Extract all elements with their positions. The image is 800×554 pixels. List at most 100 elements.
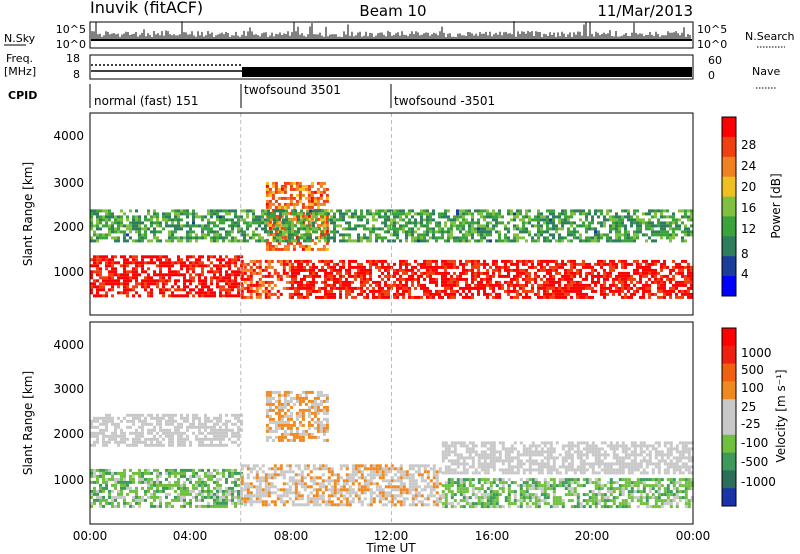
- heatmap-cell: [684, 280, 687, 284]
- heatmap-cell: [654, 224, 657, 228]
- heatmap-cell: [153, 428, 156, 432]
- heatmap-cell: [564, 286, 567, 290]
- heatmap-cell: [378, 215, 381, 219]
- heatmap-cell: [180, 236, 183, 240]
- heatmap-cell: [318, 274, 321, 278]
- heatmap-cell: [120, 215, 123, 219]
- heatmap-cell: [300, 277, 303, 281]
- heatmap-cell: [240, 295, 244, 299]
- heatmap-cell: [225, 218, 228, 222]
- heatmap-cell: [285, 271, 289, 275]
- heatmap-cell: [108, 282, 111, 286]
- heatmap-cell: [93, 261, 96, 265]
- heatmap-cell: [456, 280, 459, 284]
- heatmap-cell: [177, 227, 180, 231]
- heatmap-cell: [567, 239, 570, 243]
- heatmap-cell: [192, 486, 195, 490]
- heatmap-cell: [312, 227, 315, 231]
- heatmap-cell: [297, 280, 300, 284]
- heatmap-cell: [333, 292, 336, 296]
- heatmap-cell: [393, 227, 396, 231]
- heatmap-cell: [132, 440, 135, 444]
- heatmap-cell: [672, 274, 675, 278]
- heatmap-cell: [624, 230, 627, 234]
- heatmap-cell: [522, 286, 525, 290]
- heatmap-cell: [498, 280, 501, 284]
- heatmap-cell: [132, 224, 135, 228]
- heatmap-cell: [111, 221, 114, 225]
- heatmap-cell: [405, 259, 408, 263]
- heatmap-cell: [585, 218, 588, 222]
- heatmap-cell: [360, 224, 363, 228]
- heatmap-cell: [192, 212, 195, 216]
- heatmap-cell: [171, 422, 174, 426]
- heatmap-cell: [298, 214, 302, 218]
- heatmap-cell: [192, 276, 195, 280]
- heatmap-cell: [471, 233, 474, 237]
- heatmap-cell: [96, 224, 99, 228]
- heatmap-cell: [420, 265, 423, 269]
- heatmap-cell: [99, 221, 102, 225]
- heatmap-cell: [585, 286, 588, 290]
- heatmap-cell: [348, 259, 351, 263]
- heatmap-cell: [528, 274, 531, 278]
- heatmap-cell: [330, 289, 333, 293]
- heatmap-cell: [141, 282, 144, 286]
- heatmap-cell: [99, 267, 102, 271]
- heatmap-cell: [210, 419, 213, 423]
- heatmap-cell: [273, 491, 277, 495]
- heatmap-cell: [264, 224, 267, 228]
- heatmap-cell: [268, 187, 272, 191]
- heatmap-cell: [552, 218, 555, 222]
- freq-tick-top: 18: [66, 52, 80, 65]
- heatmap-cell: [684, 212, 687, 216]
- heatmap-cell: [276, 488, 280, 492]
- heatmap-cell: [189, 480, 192, 484]
- heatmap-cell: [654, 292, 657, 296]
- heatmap-cell: [387, 230, 390, 234]
- heatmap-cell: [546, 283, 549, 287]
- heatmap-cell: [426, 215, 429, 219]
- heatmap-cell: [627, 262, 630, 266]
- heatmap-cell: [306, 227, 309, 231]
- heatmap-cell: [333, 503, 337, 507]
- heatmap-cell: [267, 209, 270, 213]
- heatmap-cell: [240, 492, 243, 496]
- heatmap-cell: [246, 227, 249, 231]
- heatmap-cell: [258, 215, 261, 219]
- heatmap-cell: [312, 271, 315, 275]
- heatmap-cell: [111, 215, 114, 219]
- heatmap-cell: [286, 247, 290, 251]
- heatmap-cell: [165, 255, 168, 259]
- heatmap-cell: [225, 428, 228, 432]
- heatmap-cell: [234, 483, 237, 487]
- heatmap-cell: [312, 274, 315, 278]
- heatmap-cell: [657, 221, 660, 225]
- heatmap-cell: [432, 209, 435, 213]
- heatmap-cell: [135, 495, 138, 499]
- heatmap-cell: [276, 224, 279, 228]
- heatmap-cell: [237, 431, 240, 435]
- heatmap-cell: [423, 262, 426, 266]
- heatmap-cell: [117, 440, 120, 444]
- heatmap-cell: [294, 209, 297, 213]
- heatmap-cell: [633, 259, 636, 263]
- heatmap-cell: [255, 464, 259, 468]
- heatmap-cell: [345, 283, 348, 287]
- heatmap-cell: [216, 468, 219, 472]
- heatmap-cell: [261, 274, 265, 278]
- heatmap-cell: [315, 491, 319, 495]
- heatmap-cell: [222, 294, 225, 298]
- heatmap-cell: [120, 255, 123, 259]
- heatmap-cell: [309, 209, 312, 213]
- heatmap-cell: [564, 218, 567, 222]
- heatmap-cell: [684, 209, 687, 213]
- heatmap-cell: [603, 221, 606, 225]
- heatmap-cell: [300, 218, 303, 222]
- heatmap-cell: [408, 262, 411, 266]
- heatmap-cell: [522, 224, 525, 228]
- heatmap-cell: [513, 212, 516, 216]
- heatmap-cell: [282, 286, 286, 290]
- heatmap-cell: [237, 215, 240, 219]
- heatmap-cell: [681, 292, 684, 296]
